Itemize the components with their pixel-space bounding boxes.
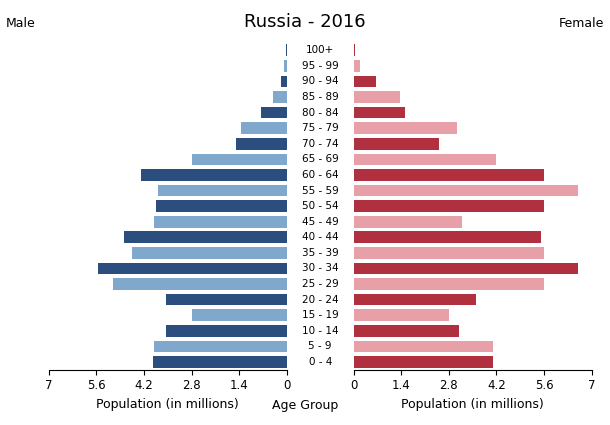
Bar bbox=[98, 263, 287, 274]
Text: 30 - 34: 30 - 34 bbox=[302, 264, 339, 273]
Bar bbox=[154, 216, 287, 227]
Bar bbox=[192, 309, 287, 321]
Bar bbox=[354, 76, 376, 87]
Bar bbox=[192, 153, 287, 165]
Bar bbox=[354, 91, 400, 103]
Text: 40 - 44: 40 - 44 bbox=[302, 232, 339, 242]
Text: 45 - 49: 45 - 49 bbox=[302, 217, 339, 227]
Bar bbox=[354, 232, 540, 243]
Bar bbox=[113, 278, 287, 290]
Bar bbox=[284, 60, 287, 72]
Text: 85 - 89: 85 - 89 bbox=[302, 92, 339, 102]
Bar bbox=[354, 122, 458, 134]
Text: Male: Male bbox=[6, 17, 36, 30]
Text: 0 - 4: 0 - 4 bbox=[309, 357, 332, 367]
Text: 95 - 99: 95 - 99 bbox=[302, 61, 339, 71]
Bar bbox=[152, 356, 287, 368]
Text: 65 - 69: 65 - 69 bbox=[302, 154, 339, 164]
Bar bbox=[132, 247, 287, 259]
Bar bbox=[157, 185, 287, 196]
Text: Female: Female bbox=[559, 17, 604, 30]
Text: 55 - 59: 55 - 59 bbox=[302, 186, 339, 196]
Bar bbox=[286, 45, 287, 56]
Bar bbox=[354, 169, 544, 181]
Text: 5 - 9: 5 - 9 bbox=[309, 341, 332, 351]
Text: Age Group: Age Group bbox=[272, 399, 338, 412]
Bar bbox=[354, 294, 476, 306]
X-axis label: Population (in millions): Population (in millions) bbox=[401, 398, 544, 411]
Bar bbox=[354, 356, 493, 368]
Bar bbox=[354, 247, 544, 259]
Bar bbox=[166, 325, 287, 337]
Bar bbox=[236, 138, 287, 150]
Bar bbox=[354, 138, 439, 150]
Text: Russia - 2016: Russia - 2016 bbox=[244, 13, 366, 31]
Text: 90 - 94: 90 - 94 bbox=[302, 76, 339, 86]
Bar bbox=[354, 340, 493, 352]
Bar bbox=[154, 340, 287, 352]
Bar bbox=[141, 169, 287, 181]
Bar bbox=[354, 278, 544, 290]
Bar bbox=[166, 294, 287, 306]
Text: 80 - 84: 80 - 84 bbox=[302, 108, 339, 118]
Bar bbox=[354, 216, 462, 227]
Text: 100+: 100+ bbox=[306, 45, 334, 55]
Bar bbox=[241, 122, 287, 134]
Text: 50 - 54: 50 - 54 bbox=[302, 201, 339, 211]
Bar bbox=[354, 60, 360, 72]
Bar bbox=[262, 107, 287, 119]
Text: 75 - 79: 75 - 79 bbox=[302, 123, 339, 133]
Text: 20 - 24: 20 - 24 bbox=[302, 295, 339, 305]
X-axis label: Population (in millions): Population (in millions) bbox=[96, 398, 239, 411]
Bar bbox=[281, 76, 287, 87]
Bar bbox=[354, 45, 355, 56]
Bar bbox=[156, 200, 287, 212]
Bar bbox=[354, 153, 497, 165]
Bar bbox=[124, 232, 287, 243]
Bar bbox=[354, 185, 578, 196]
Bar bbox=[354, 200, 544, 212]
Text: 15 - 19: 15 - 19 bbox=[302, 310, 339, 320]
Text: 25 - 29: 25 - 29 bbox=[302, 279, 339, 289]
Bar bbox=[354, 309, 449, 321]
Bar bbox=[354, 263, 578, 274]
Text: 35 - 39: 35 - 39 bbox=[302, 248, 339, 258]
Text: 10 - 14: 10 - 14 bbox=[302, 326, 339, 336]
Text: 70 - 74: 70 - 74 bbox=[302, 139, 339, 149]
Bar bbox=[354, 325, 459, 337]
Bar bbox=[273, 91, 287, 103]
Text: 60 - 64: 60 - 64 bbox=[302, 170, 339, 180]
Bar bbox=[354, 107, 404, 119]
